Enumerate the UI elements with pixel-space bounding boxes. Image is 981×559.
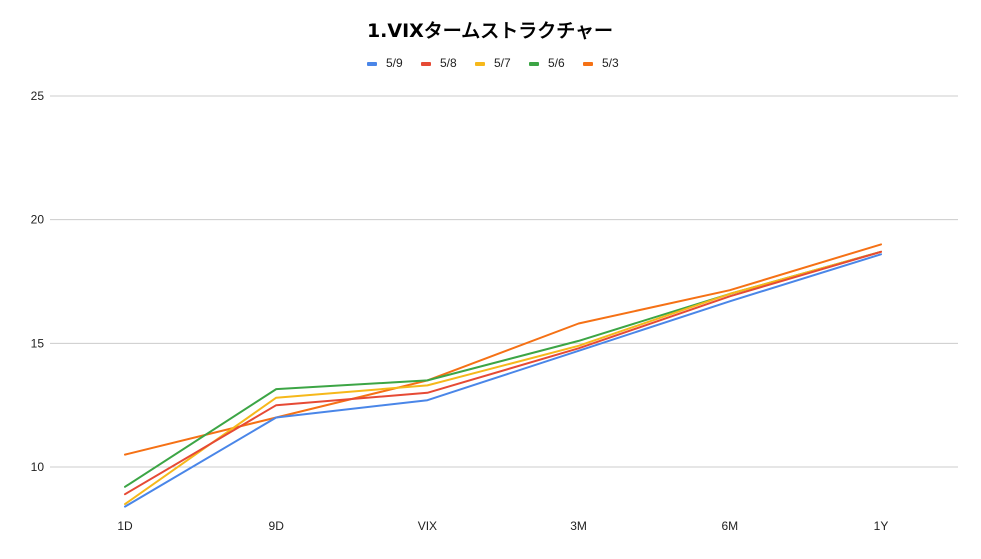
x-tick-label: 9D bbox=[269, 519, 285, 533]
series-line-5-9 bbox=[124, 253, 882, 508]
y-tick-label: 25 bbox=[31, 89, 45, 103]
x-axis-ticks: 1D 9D VIX 3M 6M 1Y bbox=[117, 519, 888, 533]
legend-label: 5/7 bbox=[494, 56, 511, 70]
legend-label: 5/3 bbox=[602, 56, 619, 70]
legend-swatch bbox=[421, 62, 431, 66]
series-lines bbox=[124, 243, 882, 508]
legend-label: 5/6 bbox=[548, 56, 565, 70]
x-tick-label: 1Y bbox=[874, 519, 889, 533]
legend: 5/9 5/8 5/7 5/6 5/3 bbox=[367, 56, 619, 70]
legend-swatch bbox=[367, 62, 377, 66]
series-line-5-8 bbox=[124, 250, 882, 496]
series-line-5-6 bbox=[124, 250, 882, 488]
x-tick-label: 6M bbox=[721, 519, 738, 533]
legend-swatch bbox=[583, 62, 593, 66]
gridlines bbox=[50, 95, 958, 468]
x-tick-label: 3M bbox=[570, 519, 587, 533]
series-line-5-7 bbox=[124, 250, 882, 506]
y-tick-label: 10 bbox=[31, 460, 45, 474]
legend-swatch bbox=[529, 62, 539, 66]
chart-title: 1.VIXタームストラクチャー bbox=[367, 20, 613, 42]
y-tick-label: 15 bbox=[31, 336, 45, 350]
series-line-5-3 bbox=[124, 243, 882, 456]
x-tick-label: VIX bbox=[418, 519, 437, 533]
x-tick-label: 1D bbox=[117, 519, 133, 533]
legend-label: 5/8 bbox=[440, 56, 457, 70]
y-tick-label: 20 bbox=[31, 213, 45, 227]
y-axis-ticks: 10 15 20 25 bbox=[31, 89, 45, 474]
legend-swatch bbox=[475, 62, 485, 66]
legend-label: 5/9 bbox=[386, 56, 403, 70]
